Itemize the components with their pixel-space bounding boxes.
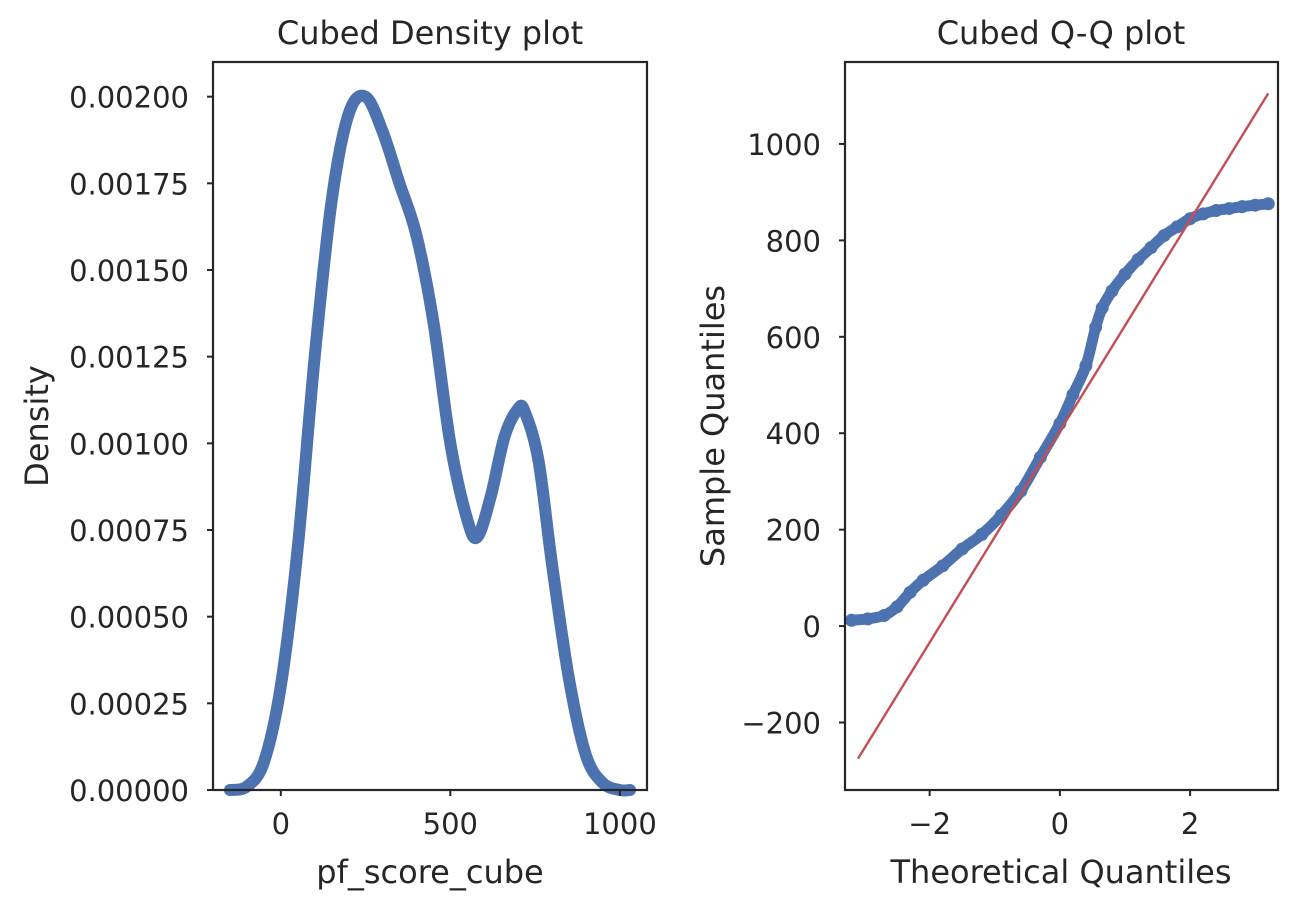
qq-sample-point [1209, 203, 1223, 217]
qq-x-tick-label: −2 [908, 807, 951, 841]
qq-sample-point [975, 527, 989, 541]
density-plot-area [223, 89, 637, 797]
qq-x-axis-label: Theoretical Quantiles [890, 853, 1232, 891]
qq-y-tick-label: 400 [766, 417, 821, 451]
qq-sample-point [1066, 388, 1080, 402]
qq-y-tick-label: 200 [766, 514, 821, 548]
qq-reference-line [857, 92, 1270, 760]
qq-sample-point [1089, 320, 1103, 334]
qq-chart-title: Cubed Q-Q plot [937, 14, 1186, 52]
qq-x-tick-label: 0 [1051, 807, 1069, 841]
qq-sample-point [994, 508, 1008, 522]
qq-sample-point [1105, 284, 1119, 298]
density-y-tick-label: 0.00100 [69, 427, 189, 461]
density-y-tick-label: 0.00175 [69, 167, 189, 201]
qq-y-axis: −200 0 200 400 600 800 1000 [741, 128, 845, 741]
density-y-tick-label: 0.00200 [69, 81, 189, 115]
qq-sample-point [861, 612, 875, 626]
qq-sample-point [1248, 198, 1262, 212]
qq-sample-point [955, 542, 969, 556]
density-y-axis-label: Density [18, 365, 56, 487]
qq-x-axis: −2 0 2 [908, 790, 1199, 841]
density-x-tick-label: 1000 [583, 807, 657, 841]
qq-sample-point [1118, 267, 1132, 281]
qq-y-axis-label: Sample Quantiles [694, 285, 732, 567]
qq-sample-point [1144, 241, 1158, 255]
density-y-tick-label: 0.00025 [69, 687, 189, 721]
qq-sample-point [1170, 220, 1184, 234]
density-x-tick-label: 500 [423, 807, 478, 841]
density-x-axis: 0 500 1000 [272, 790, 657, 841]
density-chart-title: Cubed Density plot [277, 14, 583, 52]
qq-sample-point [1235, 200, 1249, 214]
density-y-tick-label: 0.00000 [69, 774, 189, 808]
qq-sample-point [1222, 202, 1236, 216]
qq-chart: Cubed Q-Q plot −2 0 2 −200 0 200 400 600 800 100… [694, 14, 1280, 891]
density-chart: Cubed Density plot 0 500 1000 0.000000.000… [18, 14, 657, 891]
density-x-axis-label: pf_score_cube [316, 853, 543, 891]
qq-y-tick-label: 1000 [747, 128, 821, 162]
density-y-tick-label: 0.00050 [69, 601, 189, 635]
qq-x-tick-label: 2 [1181, 807, 1199, 841]
qq-y-tick-label: 600 [766, 321, 821, 355]
qq-sample-point [1131, 253, 1145, 267]
qq-sample-point [936, 559, 950, 573]
density-y-tick-label: 0.00150 [69, 254, 189, 288]
qq-sample-point [1095, 301, 1109, 315]
density-y-axis: 0.00000 0.00025 0.00050 0.00075 0.00100 0.001… [69, 81, 213, 808]
qq-sample-point [903, 585, 917, 599]
qq-sample-point [1157, 229, 1171, 243]
qq-y-tick-label: −200 [741, 707, 821, 741]
qq-y-tick-label: 800 [766, 224, 821, 258]
density-curve [223, 89, 637, 797]
density-axes-frame [211, 60, 649, 792]
density-y-tick-label: 0.00125 [69, 341, 189, 375]
qq-sample-points-band [846, 198, 1274, 626]
qq-sample-point [1079, 359, 1093, 373]
qq-y-tick-label: 0 [803, 610, 821, 644]
qq-sample-point [1033, 450, 1047, 464]
density-x-tick-label: 0 [272, 807, 290, 841]
density-y-tick-label: 0.00075 [69, 514, 189, 548]
qq-sample-point [877, 608, 891, 622]
qq-plot-area [845, 92, 1275, 760]
qq-sample-point [845, 613, 859, 627]
qq-sample-point [890, 600, 904, 614]
qq-sample-point [916, 573, 930, 587]
qq-sample-point [1261, 197, 1275, 211]
qq-sample-point [1196, 207, 1210, 221]
qq-axes-frame [843, 60, 1280, 792]
